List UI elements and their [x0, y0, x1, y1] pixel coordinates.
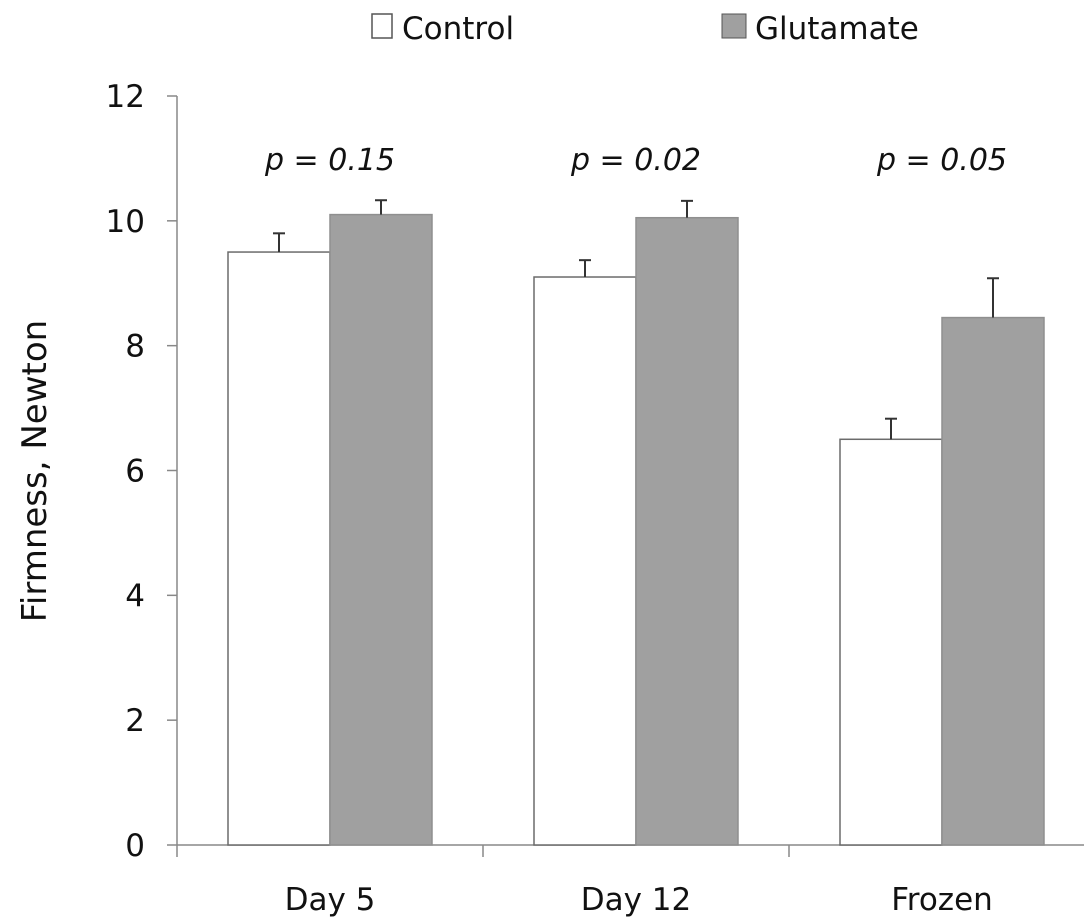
x-tick-label: Frozen — [891, 882, 993, 918]
bar-glutamate-day-12 — [635, 216, 739, 846]
legend: Control Glutamate — [371, 11, 919, 47]
x-tick-label: Day 5 — [285, 882, 376, 918]
bar-control-day-5 — [227, 251, 331, 846]
p-value-annotation: p = 0.02 — [570, 143, 701, 178]
y-tick-label: 4 — [125, 578, 145, 614]
legend-label-control: Control — [402, 11, 514, 47]
y-tick-label: 0 — [125, 828, 145, 864]
p-value-annotation: p = 0.05 — [876, 143, 1007, 178]
y-tick-label: 10 — [106, 204, 145, 240]
y-tick-label: 8 — [125, 329, 145, 365]
y-tick-label: 6 — [125, 454, 145, 490]
plot-area: 0 2 4 6 8 10 12 Day 5 p = 0.15 Day 12 p = 0.02 Froz… — [106, 79, 1084, 918]
y-tick-label: 2 — [125, 703, 145, 739]
legend-label-glutamate: Glutamate — [755, 11, 919, 47]
bar-glutamate-day-5 — [329, 213, 433, 846]
bar-control-day-12 — [533, 276, 637, 846]
bar-glutamate-frozen — [941, 316, 1045, 846]
bar-control-frozen — [839, 438, 943, 846]
legend-swatch-control — [371, 13, 393, 39]
y-tick-label: 12 — [106, 79, 145, 115]
p-value-annotation: p = 0.15 — [264, 143, 395, 178]
legend-swatch-glutamate — [721, 13, 747, 39]
x-tick-label: Day 12 — [581, 882, 692, 918]
y-axis-label: Firmness, Newton — [15, 320, 55, 622]
